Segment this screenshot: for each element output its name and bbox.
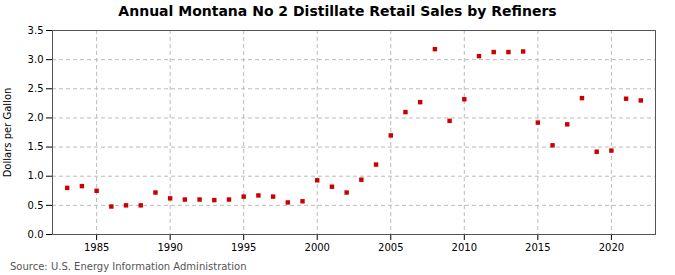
svg-text:0.0: 0.0 <box>28 229 44 240</box>
svg-text:2.0: 2.0 <box>28 112 44 123</box>
svg-text:1985: 1985 <box>84 242 109 253</box>
svg-text:0.5: 0.5 <box>28 200 44 211</box>
svg-text:1990: 1990 <box>157 242 182 253</box>
svg-text:Dollars per Gallon: Dollars per Gallon <box>2 88 13 178</box>
svg-text:2000: 2000 <box>305 242 330 253</box>
svg-text:2005: 2005 <box>378 242 403 253</box>
svg-text:2.5: 2.5 <box>28 83 44 94</box>
svg-text:2015: 2015 <box>525 242 550 253</box>
html-text:Source: U.S. Energy Informatio: Source: U.S. Energy Information Administ… <box>10 261 247 272</box>
svg-text:1.5: 1.5 <box>28 141 44 152</box>
svg-text:1.0: 1.0 <box>28 170 44 181</box>
svg-text:1995: 1995 <box>231 242 256 253</box>
svg-text:3.5: 3.5 <box>28 25 44 36</box>
svg-text:3.0: 3.0 <box>28 54 44 65</box>
html-text:Annual Montana No 2 Distillate: Annual Montana No 2 Distillate Retail Sa… <box>118 3 557 19</box>
svg-text:2020: 2020 <box>599 242 624 253</box>
svg-text:2010: 2010 <box>452 242 477 253</box>
